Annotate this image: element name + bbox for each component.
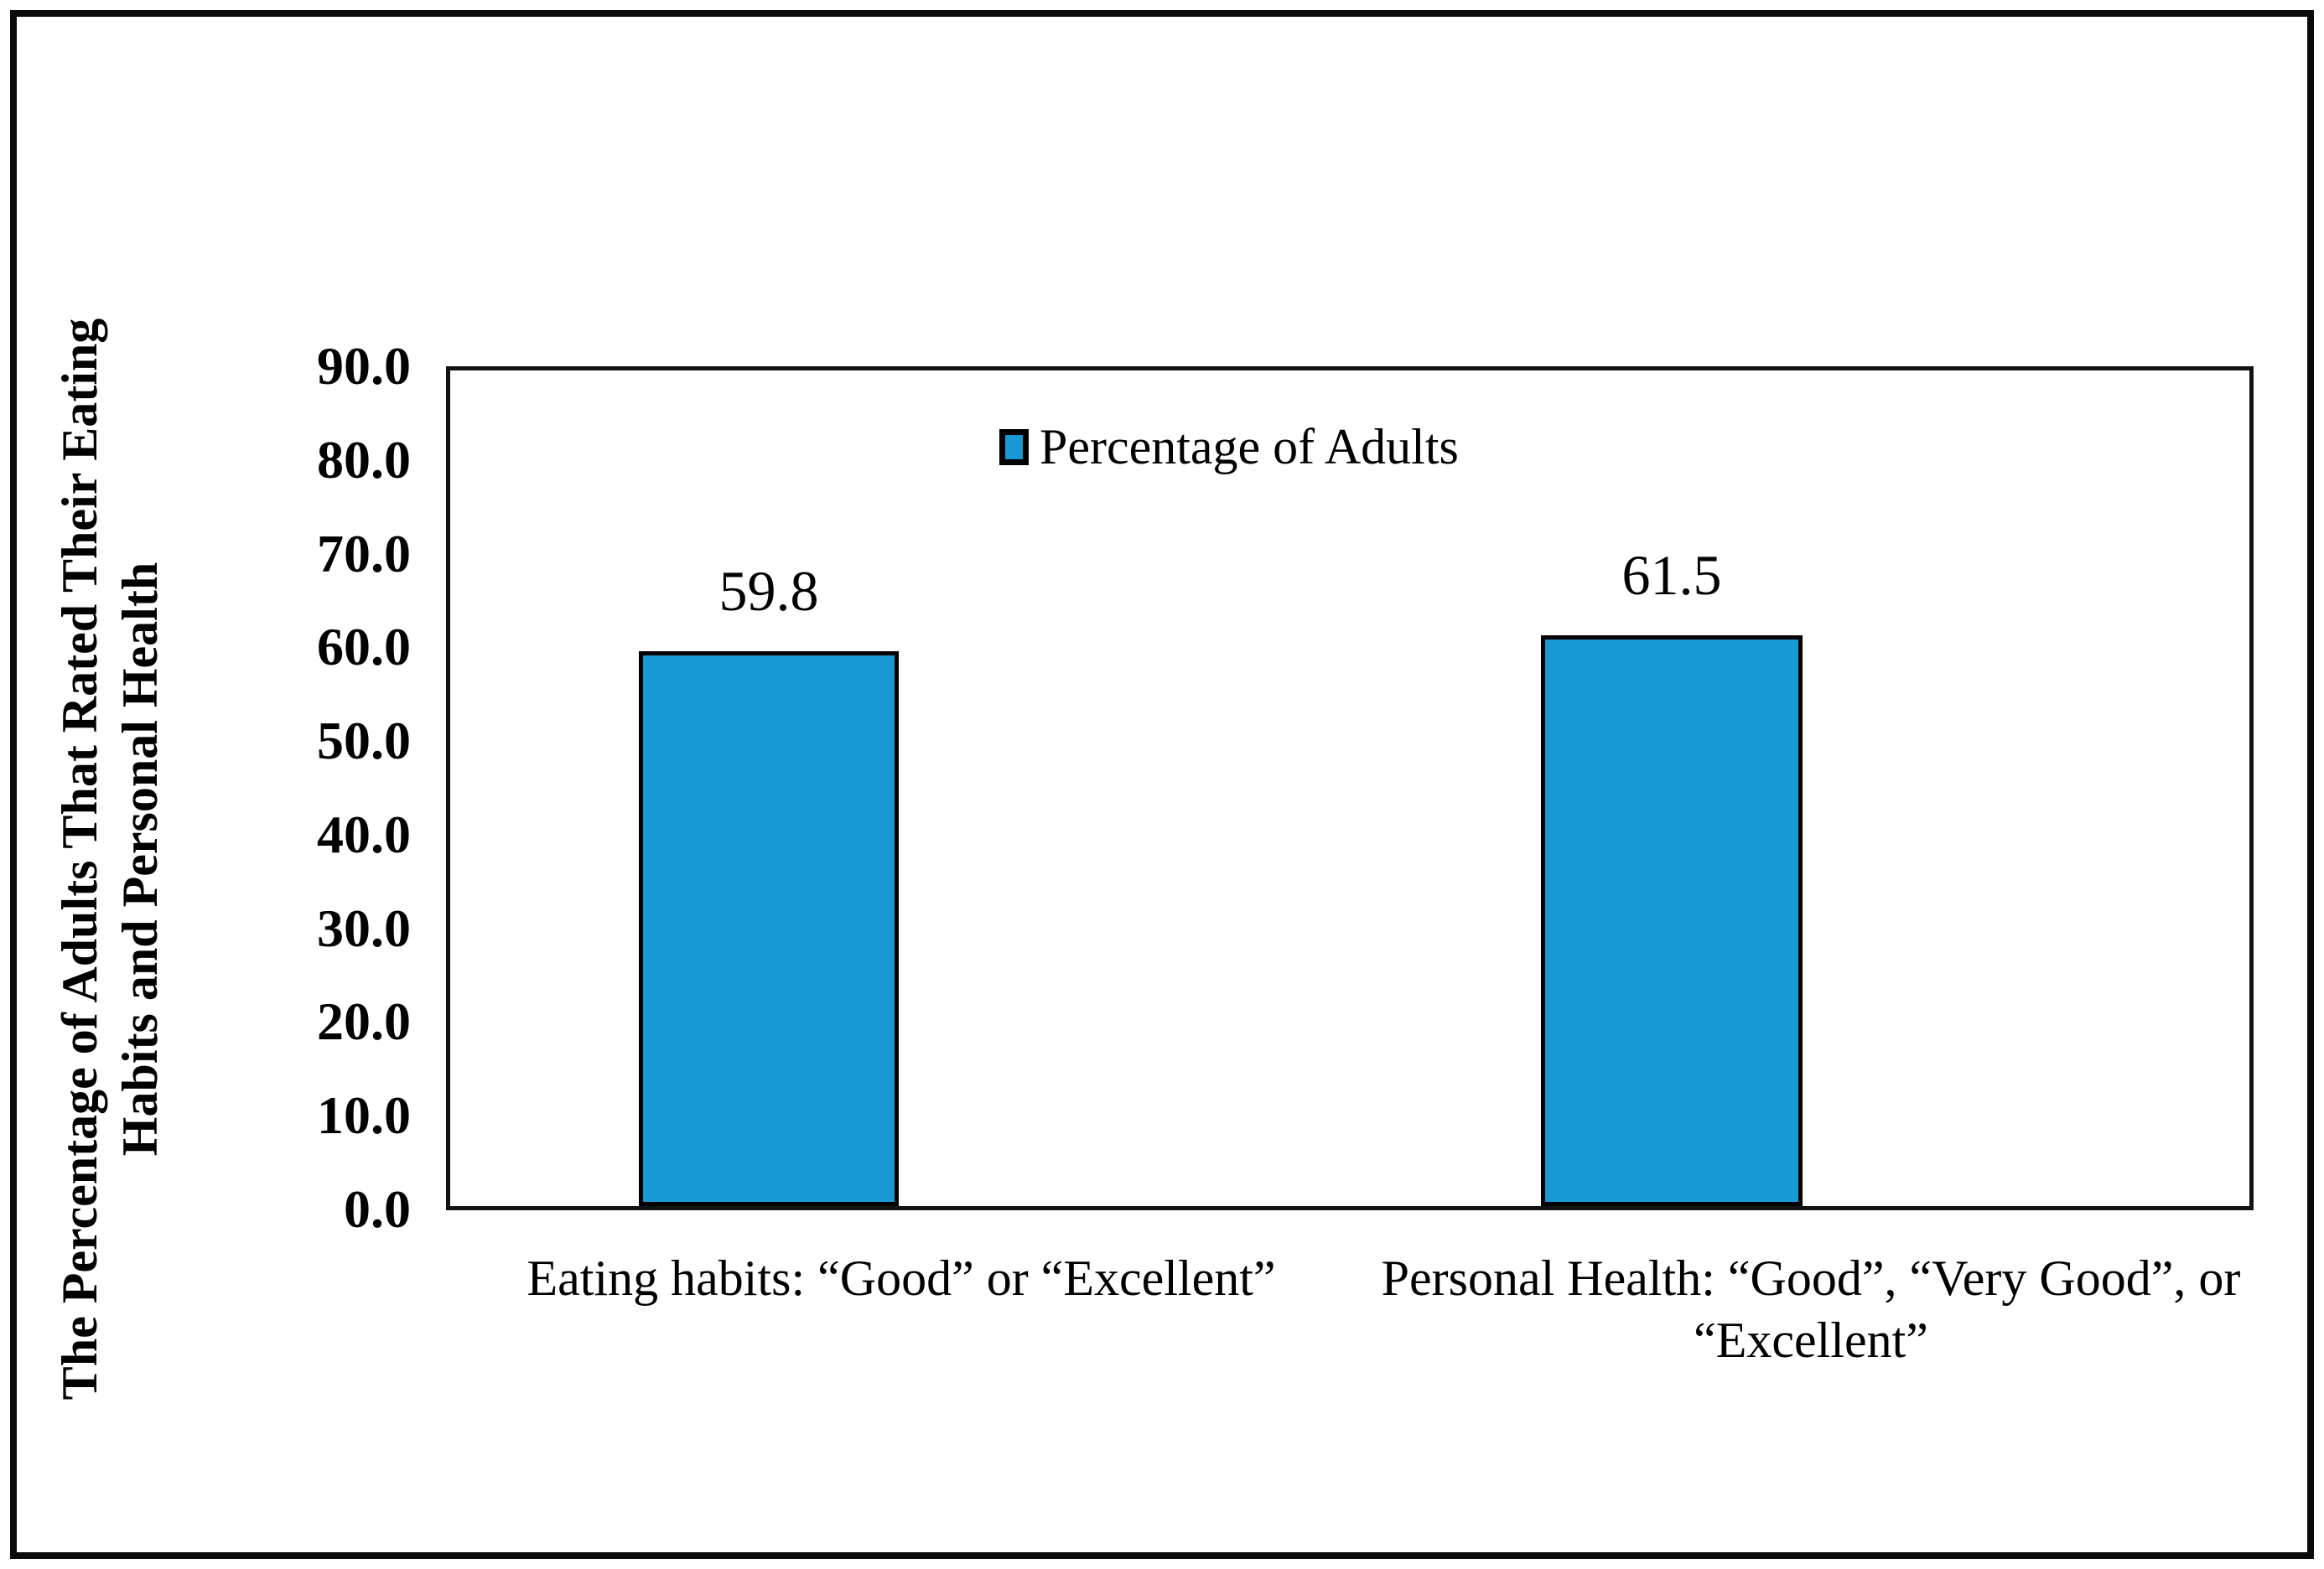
bar-personal-health xyxy=(1541,634,1803,1206)
y-axis-tick: 90.0 xyxy=(317,336,411,396)
y-axis-tick: 70.0 xyxy=(317,523,411,583)
y-axis-title-line-1: The Percentage of Adults That Rated Thei… xyxy=(52,318,107,1401)
legend-marker-swatch xyxy=(999,428,1029,465)
y-axis-tick: 0.0 xyxy=(344,1178,411,1239)
y-axis-tick: 80.0 xyxy=(317,429,411,489)
x-category-label-personal-health: Personal Health: “Good”, “Very Good”, or… xyxy=(1381,1251,2241,1368)
plot-area: Percentage of Adults 59.8 61.5 xyxy=(446,366,2254,1210)
y-axis-title: The Percentage of Adults That Rated Thei… xyxy=(49,289,170,1429)
data-label-eating-habits: 59.8 xyxy=(718,558,819,623)
y-axis-tick-labels: 90.0 80.0 70.0 60.0 50.0 40.0 30.0 20.0 10.0 0.0 xyxy=(210,333,411,1243)
y-axis-tick: 10.0 xyxy=(317,1085,411,1146)
y-axis-tick: 50.0 xyxy=(317,711,411,771)
y-axis-tick: 60.0 xyxy=(317,617,411,677)
legend-series-label: Percentage of Adults xyxy=(1040,419,1459,474)
y-axis-tick: 20.0 xyxy=(317,992,411,1052)
y-axis-tick: 30.0 xyxy=(317,898,411,958)
y-axis-title-line-2: Habits and Personal Health xyxy=(112,562,168,1157)
data-label-personal-health: 61.5 xyxy=(1621,542,1722,607)
legend: Percentage of Adults xyxy=(999,419,1459,474)
x-category-label-eating-habits: Eating habits: “Good” or “Excellent” xyxy=(527,1251,1276,1306)
bar-eating-habits xyxy=(639,650,899,1206)
y-axis-tick: 40.0 xyxy=(317,804,411,864)
